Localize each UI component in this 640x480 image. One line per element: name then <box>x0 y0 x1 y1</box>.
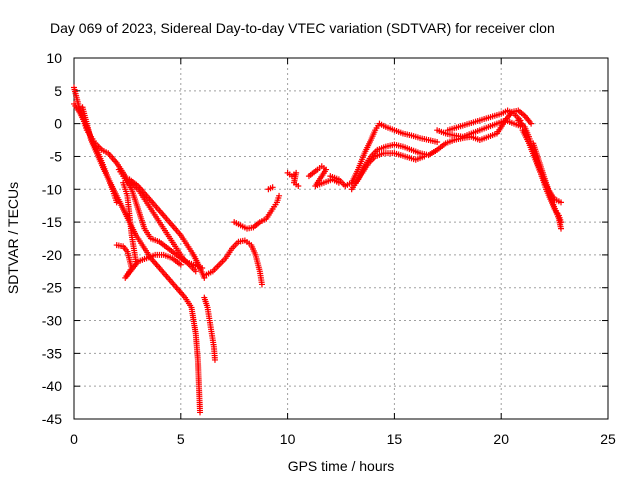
data-point <box>201 274 208 281</box>
y-tick-label: 5 <box>54 83 62 99</box>
series-sat-l <box>284 169 302 189</box>
x-tick-label: 15 <box>387 431 403 447</box>
series-sat-u <box>530 140 565 232</box>
series-sat-g <box>126 176 208 281</box>
y-tick-label: -20 <box>42 247 62 263</box>
x-axis-title: GPS time / hours <box>288 458 395 474</box>
y-tick-label: -5 <box>50 148 63 164</box>
data-point <box>421 153 428 160</box>
series-sat-j <box>231 192 283 232</box>
data-point <box>276 192 283 199</box>
data-point <box>211 356 218 363</box>
data-point <box>558 199 565 206</box>
data-point <box>269 184 276 191</box>
y-axis-title: SDTVAR / TECUs <box>5 182 21 294</box>
points-layer <box>71 84 565 416</box>
y-tick-label: -45 <box>42 411 62 427</box>
y-tick-label: -35 <box>42 345 62 361</box>
series-sat-i <box>203 237 265 288</box>
series-sat-p <box>352 150 428 186</box>
series-sat-q <box>434 117 526 140</box>
series-sat-k <box>265 184 276 193</box>
y-tick-label: -40 <box>42 378 62 394</box>
x-tick-label: 5 <box>177 431 185 447</box>
data-point <box>177 261 184 268</box>
x-tick-label: 20 <box>493 431 509 447</box>
x-tick-label: 0 <box>70 431 78 447</box>
data-point <box>558 225 565 232</box>
series-sat-h <box>201 294 218 363</box>
chart-title: Day 069 of 2023, Sidereal Day-to-day VTE… <box>50 20 555 36</box>
y-tick-label: 10 <box>46 50 62 66</box>
data-point <box>192 268 199 275</box>
x-tick-label: 10 <box>280 431 296 447</box>
y-tick-label: -25 <box>42 280 62 296</box>
series-sat-n <box>327 120 441 189</box>
data-point <box>197 409 204 416</box>
y-tick-label: -10 <box>42 181 62 197</box>
series-sat-m <box>305 163 342 189</box>
y-tick-label: 0 <box>54 116 62 132</box>
plot-frame <box>73 57 609 420</box>
grid-layer <box>74 58 608 419</box>
x-tick-label: 25 <box>600 431 616 447</box>
data-point <box>434 139 441 146</box>
data-point <box>258 281 265 288</box>
data-point <box>295 182 302 189</box>
y-tick-label: -15 <box>42 214 62 230</box>
series-sat-f <box>113 242 184 281</box>
y-tick-label: -30 <box>42 313 62 329</box>
series-sat-r <box>444 107 524 134</box>
tick-layer: 0 5 10 15 20 25 10 5 0 -5 -10 -15 -20 -25 -30 -35 -40 -45 <box>42 50 616 447</box>
data-point <box>528 120 535 127</box>
